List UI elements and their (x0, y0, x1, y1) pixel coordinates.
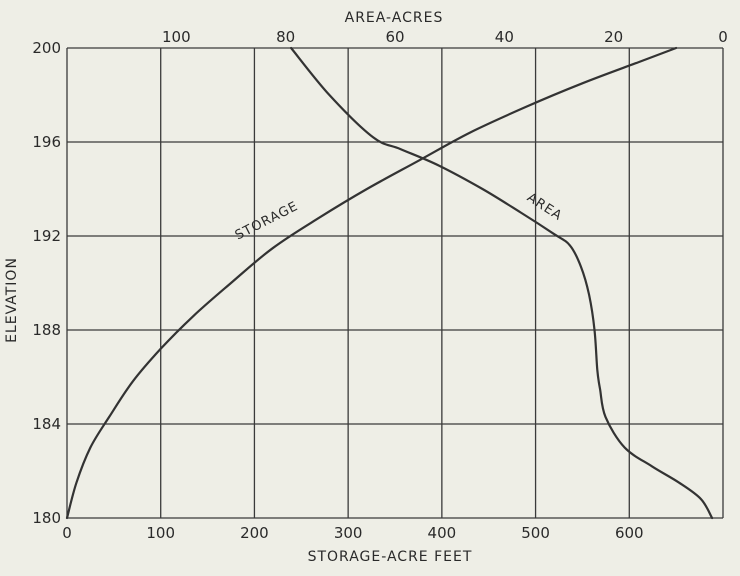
x-tick-label: 400 (428, 524, 457, 542)
x-axis-title: STORAGE-ACRE FEET (308, 549, 473, 565)
y-tick-label: 180 (32, 509, 61, 527)
top-tick-label: 20 (604, 28, 623, 46)
series (65, 46, 714, 520)
top-tick-label: 80 (276, 28, 295, 46)
x-tick-label: 500 (521, 524, 550, 542)
x-tick-label: 600 (615, 524, 644, 542)
x-tick-label: 200 (240, 524, 269, 542)
y-tick-label: 184 (32, 415, 61, 433)
top-tick-label: 0 (718, 28, 728, 46)
top-axis-title: AREA-ACRES (345, 10, 444, 26)
top-tick-label: 40 (495, 28, 514, 46)
y-tick-label: 196 (32, 133, 61, 151)
x-tick-label: 0 (62, 524, 72, 542)
y-axis-title: ELEVATION (4, 257, 20, 343)
top-tick-label: 100 (162, 28, 191, 46)
area-curve (290, 46, 714, 520)
y-tick-label: 192 (32, 227, 61, 245)
x-tick-label: 300 (334, 524, 363, 542)
top-tick-label: 60 (385, 28, 404, 46)
y-tick-label: 188 (32, 321, 61, 339)
storage-curve (65, 46, 678, 520)
x-tick-label: 100 (146, 524, 175, 542)
y-tick-label: 200 (32, 39, 61, 57)
grid (66, 47, 724, 519)
